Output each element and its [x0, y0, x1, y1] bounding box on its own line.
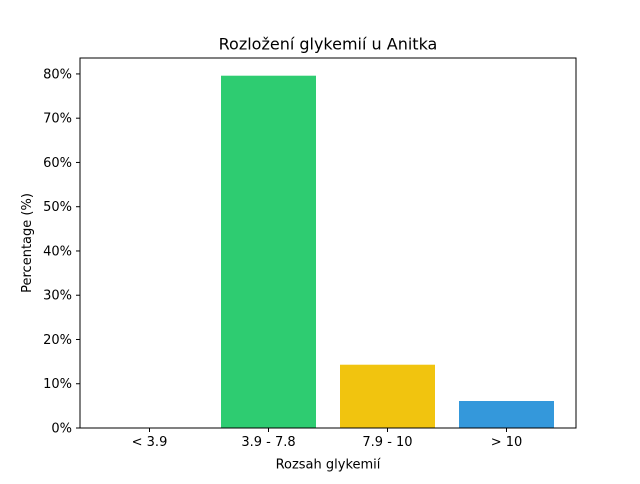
y-tick-label: 80%	[43, 67, 72, 82]
y-axis-label: Percentage (%)	[20, 193, 35, 293]
y-tick-label: 10%	[43, 377, 72, 392]
x-tick-label: 3.9 - 7.8	[241, 435, 295, 450]
plot-frame	[79, 57, 577, 429]
bar-1	[221, 75, 316, 429]
bars-layer	[221, 75, 554, 429]
x-tick-label: < 3.9	[132, 435, 168, 450]
y-tick-label: 40%	[43, 244, 72, 259]
y-tick-label: 70%	[43, 112, 72, 127]
x-axis-label: Rozsah glykemií	[276, 458, 381, 473]
y-tick-label: 30%	[43, 289, 72, 304]
x-axis: < 3.9 3.9 - 7.8 7.9 - 10 > 10	[132, 428, 523, 450]
x-tick-label: > 10	[491, 435, 523, 450]
x-tick-label: 7.9 - 10	[362, 435, 412, 450]
bar-2	[340, 364, 435, 428]
bar-3	[459, 401, 554, 428]
y-tick-label: 20%	[43, 333, 72, 348]
y-tick-label: 0%	[51, 422, 72, 437]
y-tick-label: 50%	[43, 200, 72, 215]
chart-title: Rozložení glykemií u Anitka	[219, 35, 438, 54]
y-tick-label: 60%	[43, 156, 72, 171]
y-axis: 0% 10% 20% 30% 40% 50% 60% 70% 80%	[43, 67, 80, 437]
